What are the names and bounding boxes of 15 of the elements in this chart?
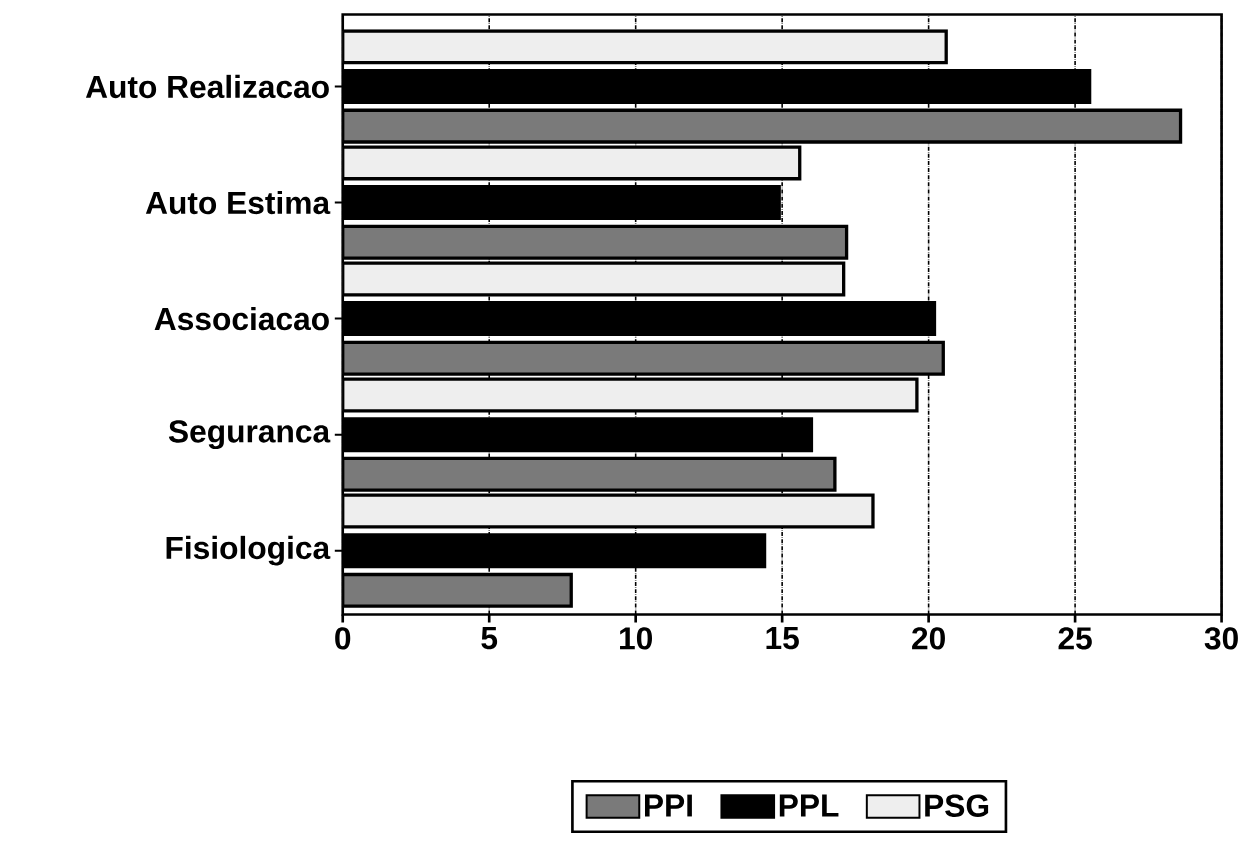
- legend-label: PPI: [645, 794, 692, 817]
- y-tick-label: Seguranca: [168, 420, 331, 450]
- x-tick-label: 5: [481, 627, 498, 650]
- y-tick-label: Associacao: [154, 306, 329, 331]
- x-tick-label: 15: [766, 627, 799, 650]
- legend-label: PPL: [779, 794, 839, 817]
- y-tick-label: Fisiologica: [166, 535, 331, 566]
- legend-label: PSG: [925, 794, 989, 817]
- x-tick-label: 25: [1058, 627, 1092, 650]
- x-tick-label: 30: [1204, 627, 1238, 650]
- y-tick-label: Auto Realizacao: [85, 74, 329, 99]
- x-tick-label: 10: [620, 627, 652, 650]
- x-tick-label: 0: [335, 627, 351, 650]
- y-tick-label: Auto Estima: [145, 190, 331, 215]
- x-tick-label: 20: [912, 627, 945, 650]
